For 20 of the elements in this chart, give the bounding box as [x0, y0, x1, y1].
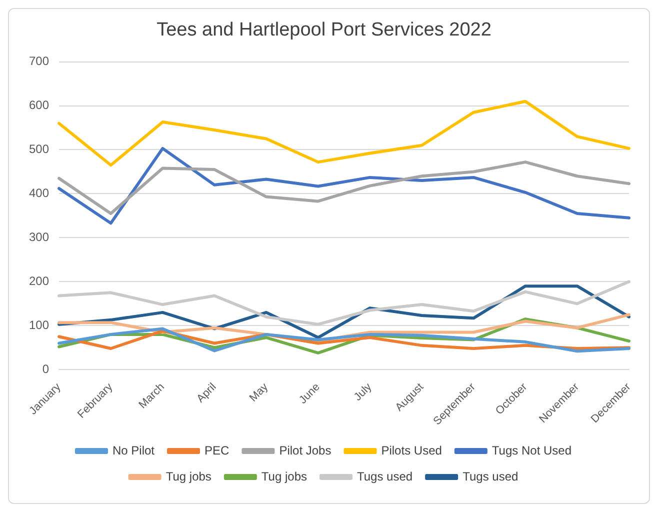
y-tick-label: 300: [28, 230, 50, 244]
legend-label: Pilot Jobs: [279, 443, 332, 458]
y-tick-label: 600: [28, 98, 50, 112]
legend-label: Pilots Used: [381, 443, 442, 458]
x-tick-label: May: [247, 380, 271, 404]
legend-label: Tug jobs: [166, 469, 212, 484]
y-tick-label: 700: [28, 54, 50, 68]
legend-label: Tugs used: [462, 469, 518, 484]
y-tick-label: 0: [42, 362, 50, 376]
y-tick-label: 500: [28, 142, 50, 156]
y-tick-label: 100: [28, 318, 50, 332]
legend-label: Tugs used: [356, 469, 413, 484]
x-tick-label: July: [352, 380, 375, 404]
y-tick-label: 400: [28, 186, 50, 200]
y-tick-label: 200: [28, 274, 50, 288]
legend-label: PEC: [204, 443, 230, 458]
legend-label: Tug jobs: [261, 469, 308, 484]
chart-title: Tees and Hartlepool Port Services 2022: [156, 20, 492, 41]
legend-label: Tugs Not Used: [492, 443, 572, 458]
legend-label: No Pilot: [112, 443, 156, 458]
